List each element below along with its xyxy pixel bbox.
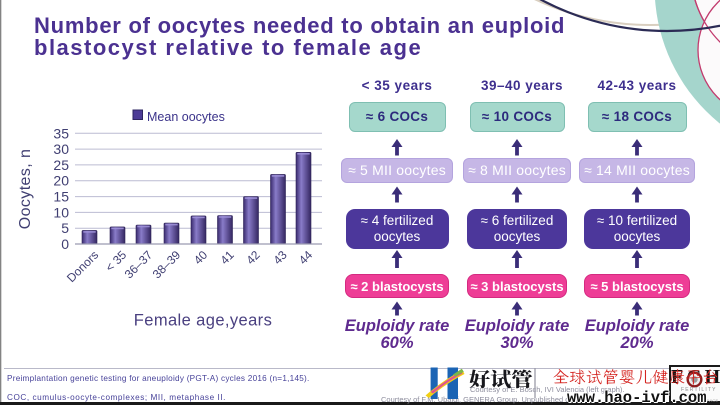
svg-text:30: 30 — [53, 141, 69, 157]
svg-text:36–37: 36–37 — [122, 248, 156, 282]
svg-text:10: 10 — [53, 204, 69, 220]
svg-text:25: 25 — [53, 157, 69, 173]
svg-text:43: 43 — [270, 248, 290, 268]
svg-text:41: 41 — [217, 248, 237, 268]
svg-text:35: 35 — [53, 125, 69, 141]
svg-text:42: 42 — [243, 248, 263, 268]
svg-text:Donors: Donors — [64, 248, 101, 285]
svg-text:44: 44 — [296, 248, 316, 268]
svg-text:Female age,years: Female age,years — [134, 312, 272, 330]
svg-text:5: 5 — [61, 220, 69, 236]
svg-text:Oocytes, n: Oocytes, n — [17, 149, 34, 229]
svg-text:40: 40 — [191, 248, 211, 268]
svg-text:38–39: 38–39 — [150, 248, 184, 282]
svg-text:Mean oocytes: Mean oocytes — [147, 110, 225, 124]
svg-text:15: 15 — [53, 189, 69, 205]
svg-text:0: 0 — [61, 236, 69, 252]
svg-text:20: 20 — [53, 173, 69, 189]
